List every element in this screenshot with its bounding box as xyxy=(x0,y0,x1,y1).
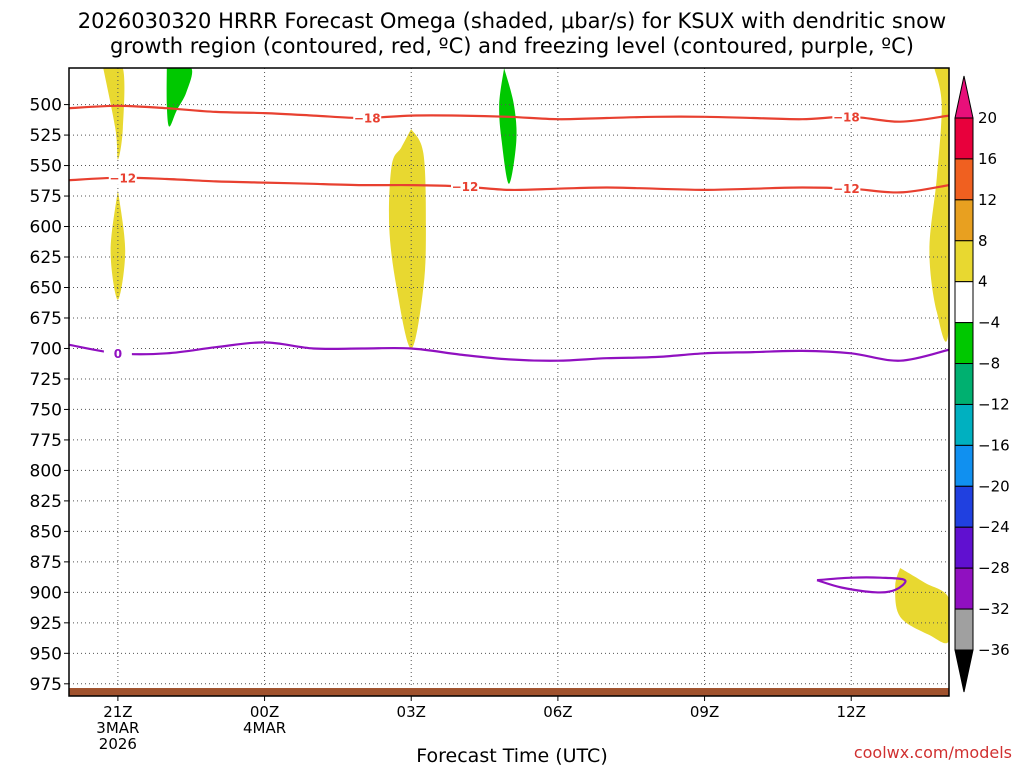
colorbar-label-13: −36 xyxy=(978,641,1010,659)
x-axis-label: Forecast Time (UTC) xyxy=(416,745,608,767)
terrain-strip xyxy=(69,688,949,696)
colorbar-label-4: 4 xyxy=(978,273,988,291)
y-tick-label-975: 975 xyxy=(30,675,62,695)
colorbar-segment-9 xyxy=(954,485,974,528)
colorbar-segment-4 xyxy=(954,281,974,324)
y-tick-label-550: 550 xyxy=(30,157,62,177)
contour-label-2-0: 0 xyxy=(114,347,122,361)
y-tick-label-950: 950 xyxy=(30,644,62,664)
contour-line-1 xyxy=(69,176,949,194)
y-tick-label-775: 775 xyxy=(30,431,62,451)
colorbar-segment-1 xyxy=(954,158,974,201)
colorbar-top-arrow xyxy=(954,75,974,119)
y-tick-label-925: 925 xyxy=(30,614,62,634)
colorbar-segment-5 xyxy=(954,322,974,365)
y-tick-label-800: 800 xyxy=(30,461,62,481)
y-tick-label-750: 750 xyxy=(30,400,62,420)
y-tick-label-600: 600 xyxy=(30,218,62,238)
colorbar-bottom-arrow xyxy=(954,649,974,693)
chart-title-line2: growth region (contoured, red, ºC) and f… xyxy=(110,34,914,58)
plot-frame xyxy=(68,67,950,697)
colorbar-segment-0 xyxy=(954,117,974,160)
y-tick-label-525: 525 xyxy=(30,126,62,146)
colorbar-segment-2 xyxy=(954,199,974,242)
colorbar-label-5: −4 xyxy=(978,314,1000,332)
colorbar-segment-7 xyxy=(954,403,974,446)
x-tick-label-0-1: 3MAR xyxy=(96,719,139,737)
x-tick-label-15-0: 12Z xyxy=(837,703,866,721)
y-tick-label-725: 725 xyxy=(30,370,62,390)
colorbar-segment-11 xyxy=(954,567,974,610)
contour-label-0-0: −18 xyxy=(354,111,381,125)
y-tick-label-650: 650 xyxy=(30,278,62,298)
omega-region-6 xyxy=(499,68,517,184)
x-tick-label-3-0: 00Z xyxy=(250,703,279,721)
x-tick-label-0-2: 2026 xyxy=(99,735,137,753)
colorbar-label-0: 20 xyxy=(978,109,997,127)
x-tick-label-3-1: 4MAR xyxy=(243,719,286,737)
contour-label-0-1: −18 xyxy=(833,111,860,125)
x-tick-label-9-0: 06Z xyxy=(543,703,572,721)
y-tick-label-575: 575 xyxy=(30,187,62,207)
colorbar-segment-3 xyxy=(954,240,974,283)
colorbar-segment-12 xyxy=(954,608,974,651)
y-tick-label-675: 675 xyxy=(30,309,62,329)
contour-label-bg-0-1 xyxy=(832,110,861,125)
contour-label-1-2: −12 xyxy=(833,182,860,196)
contour-label-1-1: −12 xyxy=(452,180,479,194)
omega-region-2 xyxy=(388,129,426,349)
y-tick-label-850: 850 xyxy=(30,522,62,542)
y-tick-label-500: 500 xyxy=(30,96,62,116)
colorbar-label-2: 12 xyxy=(978,191,997,209)
y-tick-label-825: 825 xyxy=(30,492,62,512)
y-tick-label-625: 625 xyxy=(30,248,62,268)
site-credit: coolwx.com/models xyxy=(853,743,1012,762)
omega-region-4 xyxy=(895,568,949,644)
freezing-level-loop xyxy=(816,576,907,594)
contour-line-2 xyxy=(69,341,949,362)
colorbar-label-9: −20 xyxy=(978,477,1010,495)
colorbar-label-12: −32 xyxy=(978,600,1010,618)
omega-region-3 xyxy=(929,68,949,342)
chart-title-line1: 2026030320 HRRR Forecast Omega (shaded, … xyxy=(77,9,947,33)
omega-region-5 xyxy=(166,68,193,127)
y-tick-label-900: 900 xyxy=(30,583,62,603)
colorbar-label-8: −16 xyxy=(978,436,1010,454)
contour-line-0 xyxy=(69,104,949,123)
colorbar-label-7: −12 xyxy=(978,395,1010,413)
contour-label-bg-1-0 xyxy=(108,170,137,185)
colorbar-label-3: 8 xyxy=(978,232,988,250)
x-tick-label-0-0: 21Z xyxy=(103,703,132,721)
contour-label-bg-2-0 xyxy=(103,346,132,361)
omega-region-0 xyxy=(103,68,125,160)
x-tick-label-6-0: 03Z xyxy=(397,703,426,721)
colorbar-label-11: −28 xyxy=(978,559,1010,577)
contour-label-1-0: −12 xyxy=(109,171,136,185)
colorbar-segment-10 xyxy=(954,526,974,569)
y-tick-label-875: 875 xyxy=(30,553,62,573)
contour-label-bg-1-2 xyxy=(832,181,861,196)
colorbar-label-6: −8 xyxy=(978,355,1000,373)
contour-label-bg-0-0 xyxy=(353,110,382,125)
x-tick-label-12-0: 09Z xyxy=(690,703,719,721)
y-tick-label-700: 700 xyxy=(30,339,62,359)
colorbar-label-10: −24 xyxy=(978,518,1010,536)
colorbar-segment-6 xyxy=(954,363,974,405)
colorbar-label-1: 16 xyxy=(978,150,997,168)
contour-label-bg-1-1 xyxy=(451,179,479,194)
colorbar-segment-8 xyxy=(954,444,974,487)
